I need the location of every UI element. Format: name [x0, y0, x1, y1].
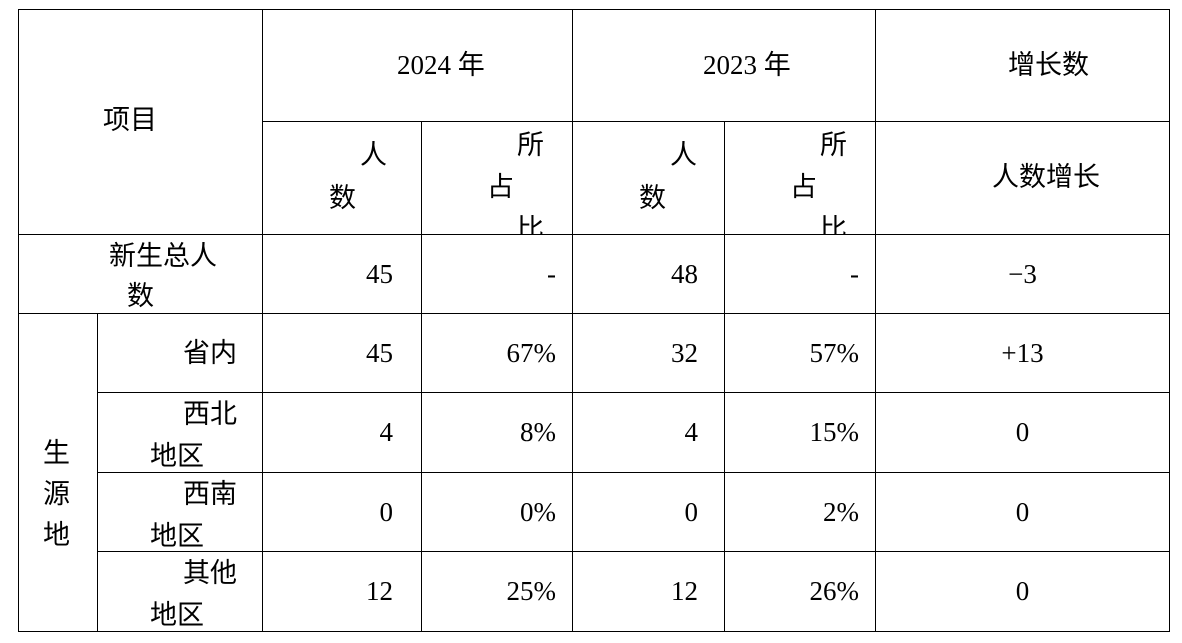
- count-2023: 0: [572, 472, 725, 552]
- share-2023: 2%: [724, 472, 876, 552]
- count-2024: 4: [262, 392, 422, 473]
- header-2023-label: 2023 年: [703, 50, 791, 80]
- header-2023: 2023 年: [572, 9, 876, 122]
- count-2023-value: 32: [671, 337, 698, 368]
- growth: −3: [875, 234, 1170, 314]
- share-2023: 57%: [724, 313, 876, 393]
- row-label: 其他地区: [97, 551, 263, 632]
- growth-value: 0: [1015, 576, 1030, 606]
- header-item-label: 项目: [103, 105, 157, 135]
- group-label-text: 生源地: [43, 438, 70, 550]
- count-2024-value: 4: [379, 417, 394, 447]
- growth: 0: [875, 472, 1170, 552]
- share-2023-value: 2%: [823, 496, 859, 527]
- header-2024: 2024 年: [262, 9, 573, 122]
- header-count-char: 数: [329, 183, 356, 213]
- count-2023-value: 48: [671, 258, 698, 289]
- header-count-char: 数: [639, 183, 666, 213]
- share-2024-value: 67%: [506, 337, 557, 368]
- count-2023-value: 0: [684, 496, 699, 527]
- group-label: 生源地: [18, 313, 98, 632]
- share-2023: -: [724, 234, 876, 314]
- header-2024-label: 2024 年: [397, 50, 485, 80]
- share-2023-value: 26%: [809, 576, 860, 606]
- header-share-char: 占: [487, 172, 514, 202]
- header-share: 所占比: [421, 121, 573, 235]
- header-count-char: 人: [360, 140, 387, 170]
- header-share-char: 比: [820, 214, 847, 235]
- row-label-line: 其他: [183, 558, 237, 588]
- count-2023: 12: [572, 551, 725, 632]
- share-2023: 26%: [724, 551, 876, 632]
- share-2023-value: -: [850, 258, 859, 289]
- row-label: 西北地区: [97, 392, 263, 473]
- count-2024: 12: [262, 551, 422, 632]
- count-2024-value: 12: [366, 576, 393, 606]
- total-label-line: 新生总人: [109, 241, 217, 271]
- growth-value: 0: [1015, 417, 1030, 447]
- header-count: 人数: [262, 121, 422, 235]
- share-2024-value: 0%: [520, 496, 556, 527]
- header-share-char: 所: [820, 130, 847, 160]
- row-label-line: 地区: [150, 441, 204, 471]
- count-2024: 45: [262, 313, 422, 393]
- header-growth-label: 增长数: [1008, 50, 1089, 80]
- row-label-line: 西北: [183, 399, 237, 429]
- header-growth-sub-label: 人数增长: [992, 162, 1100, 192]
- growth: 0: [875, 551, 1170, 632]
- share-2023-value: 15%: [809, 417, 860, 447]
- count-2023: 48: [572, 234, 725, 314]
- growth-value: 0: [1015, 496, 1030, 527]
- row-label: 西南地区: [97, 472, 263, 552]
- count-2023-value: 4: [684, 417, 699, 447]
- header-share-char: 所: [517, 130, 544, 160]
- row-label-line: 省内: [183, 338, 237, 368]
- total-label-line: 数: [127, 281, 154, 311]
- count-2024-value: 45: [366, 337, 393, 368]
- row-label-line: 地区: [150, 521, 204, 551]
- header-item: 项目: [18, 9, 263, 235]
- count-2024: 45: [262, 234, 422, 314]
- share-2024-value: 8%: [520, 417, 556, 447]
- count-2024-value: 45: [366, 258, 393, 289]
- row-label-line: 地区: [150, 600, 204, 630]
- header-share-char: 占: [790, 172, 817, 202]
- count-2024-value: 0: [379, 496, 394, 527]
- share-2024-value: 25%: [506, 576, 557, 606]
- share-2024-value: -: [547, 258, 556, 289]
- share-2024: 67%: [421, 313, 573, 393]
- share-2024: 8%: [421, 392, 573, 473]
- growth-value: −3: [1008, 258, 1037, 289]
- header-growth: 增长数: [875, 9, 1170, 122]
- share-2024: 0%: [421, 472, 573, 552]
- growth-value: +13: [1001, 337, 1044, 368]
- growth: +13: [875, 313, 1170, 393]
- header-growth-sub: 人数增长: [875, 121, 1170, 235]
- share-2023-value: 57%: [809, 337, 860, 368]
- count-2024: 0: [262, 472, 422, 552]
- share-2024: 25%: [421, 551, 573, 632]
- count-2023-value: 12: [671, 576, 698, 606]
- header-share: 所占比: [724, 121, 876, 235]
- header-count: 人数: [572, 121, 725, 235]
- share-2024: -: [421, 234, 573, 314]
- header-count-char: 人: [670, 140, 697, 170]
- row-label: 省内: [97, 313, 263, 393]
- row-label-line: 西南: [183, 479, 237, 509]
- count-2023: 4: [572, 392, 725, 473]
- count-2023: 32: [572, 313, 725, 393]
- total-label: 新生总人数: [18, 234, 263, 314]
- share-2023: 15%: [724, 392, 876, 473]
- header-share-char: 比: [517, 214, 544, 235]
- growth: 0: [875, 392, 1170, 473]
